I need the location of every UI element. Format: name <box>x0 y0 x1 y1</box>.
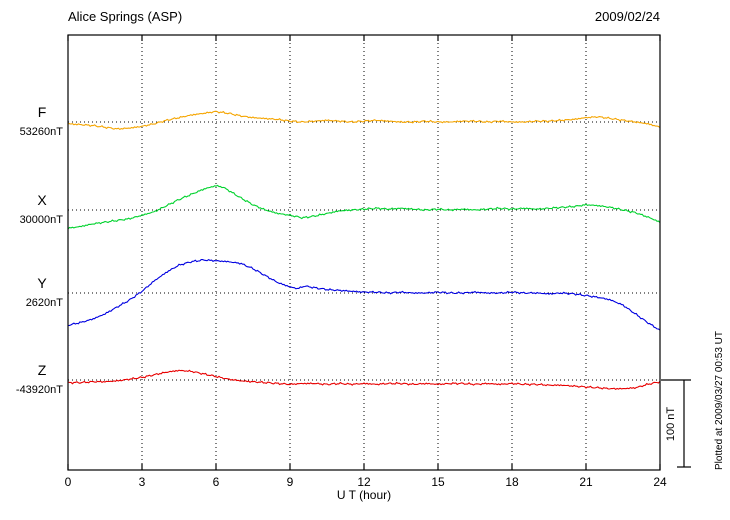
plot-dynamic-layer: 0 3 6 9 12 15 18 21 24 F 53260nT X 30000nT Y 2620nT Z -4… <box>16 35 691 489</box>
series-baseline-value-Y: 2620nT <box>26 297 64 309</box>
x-tick-label: 9 <box>287 475 294 489</box>
series-baseline-value-Z: -43920nT <box>16 384 63 396</box>
scale-bar-label: 100 nT <box>665 407 677 442</box>
plotted-note: Plotted at 2009/03/27 00:53 UT <box>714 331 725 470</box>
date-label: 2009/02/24 <box>595 9 660 24</box>
series-path-X <box>67 184 661 230</box>
plot-frame <box>67 34 661 471</box>
x-tick-label: 21 <box>579 475 593 489</box>
series-name-Y: Y <box>37 275 47 291</box>
series-path-Z <box>67 369 661 390</box>
x-tick-label: 15 <box>431 475 445 489</box>
series-baseline-value-X: 30000nT <box>20 214 64 226</box>
x-tick-label: 24 <box>653 475 667 489</box>
x-tick-label: 6 <box>213 475 220 489</box>
x-tick-label: 12 <box>357 475 371 489</box>
x-tick-label: 18 <box>505 475 519 489</box>
series-baseline-value-F: 53260nT <box>20 126 64 138</box>
series-name-X: X <box>37 192 47 208</box>
x-axis-label: U T (hour) <box>337 488 391 502</box>
series-name-Z: Z <box>38 362 47 378</box>
x-tick-label: 0 <box>65 475 72 489</box>
station-title: Alice Springs (ASP) <box>68 9 182 24</box>
series-path-F <box>68 110 661 131</box>
series-path-Y <box>67 258 661 331</box>
x-tick-label: 3 <box>139 475 146 489</box>
series-name-F: F <box>38 104 47 120</box>
